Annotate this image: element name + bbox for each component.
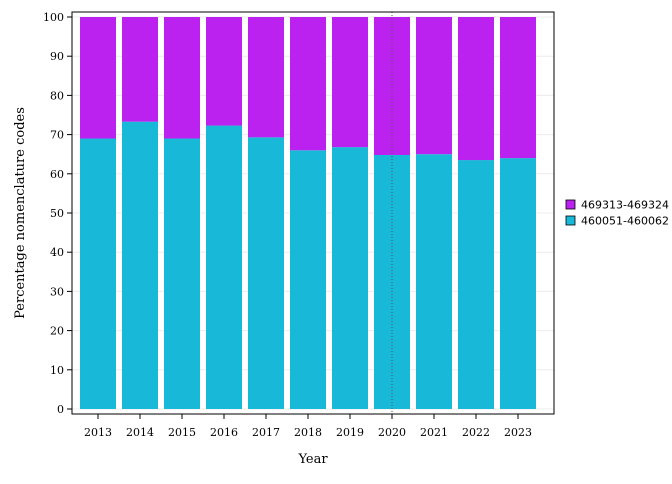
x-tick-label: 2021 xyxy=(420,426,448,439)
legend: 469313-469324 460051-460062 xyxy=(565,199,669,228)
axis-layer: 0 10 20 30 40 50 60 70 80 90 100 2013 2014 2015 2016 20… xyxy=(43,11,555,439)
bar-segment-2019-series-2 xyxy=(332,17,368,148)
bar-segment-2014-series-1 xyxy=(122,121,158,409)
y-tick-label: 50 xyxy=(50,207,64,220)
bar-segment-2020-series-1 xyxy=(374,154,410,409)
x-tick-label: 2020 xyxy=(378,426,406,439)
x-tick-label: 2016 xyxy=(210,426,238,439)
legend-label: 460051-460062 xyxy=(581,215,669,228)
bar-segment-2023-series-2 xyxy=(500,17,536,159)
y-tick-label: 10 xyxy=(50,364,64,377)
bar-segment-2019-series-1 xyxy=(332,147,368,410)
bar-segment-2013-series-2 xyxy=(80,17,116,139)
y-axis-title: Percentage nomenclature codes xyxy=(13,107,28,319)
bar-segment-2015-series-1 xyxy=(164,138,200,409)
bar-segment-2023-series-1 xyxy=(500,158,536,409)
y-tick-label: 100 xyxy=(43,11,64,24)
bar-segment-2015-series-2 xyxy=(164,17,200,139)
y-tick-label: 60 xyxy=(50,168,64,181)
y-tick-label: 80 xyxy=(50,89,64,102)
y-tick-label: 0 xyxy=(57,403,64,416)
bar-segment-2017-series-1 xyxy=(248,137,284,409)
x-tick-label: 2019 xyxy=(336,426,364,439)
x-tick-label: 2017 xyxy=(252,426,280,439)
bar-segment-2016-series-1 xyxy=(206,125,242,410)
legend-label: 469313-469324 xyxy=(581,199,669,212)
legend-swatch xyxy=(565,199,576,210)
bar-segment-2014-series-2 xyxy=(122,17,158,122)
x-tick-label: 2018 xyxy=(294,426,322,439)
bar-segment-2020-series-2 xyxy=(374,17,410,155)
bar-segment-2021-series-1 xyxy=(416,154,452,409)
bar-segment-2021-series-2 xyxy=(416,17,452,155)
x-axis-title: Year xyxy=(297,452,328,467)
bar-segment-2022-series-1 xyxy=(458,160,494,409)
y-tick-label: 90 xyxy=(50,50,64,63)
x-tick-label: 2015 xyxy=(168,426,196,439)
bar-segment-2018-series-1 xyxy=(290,150,326,409)
bar-segment-2018-series-2 xyxy=(290,17,326,151)
bar-segment-2016-series-2 xyxy=(206,17,242,126)
bar-segment-2022-series-2 xyxy=(458,17,494,161)
x-tick-label: 2023 xyxy=(504,426,532,439)
y-tick-label: 20 xyxy=(50,325,64,338)
x-tick-label: 2013 xyxy=(84,426,112,439)
y-tick-label: 30 xyxy=(50,285,64,298)
bar-layer xyxy=(80,17,536,410)
bar-segment-2017-series-2 xyxy=(248,17,284,138)
legend-swatch xyxy=(565,215,576,226)
y-tick-label: 40 xyxy=(50,246,64,259)
bar-segment-2013-series-1 xyxy=(80,138,116,409)
y-tick-label: 70 xyxy=(50,129,64,142)
x-tick-label: 2022 xyxy=(462,426,490,439)
x-tick-label: 2014 xyxy=(126,426,154,439)
